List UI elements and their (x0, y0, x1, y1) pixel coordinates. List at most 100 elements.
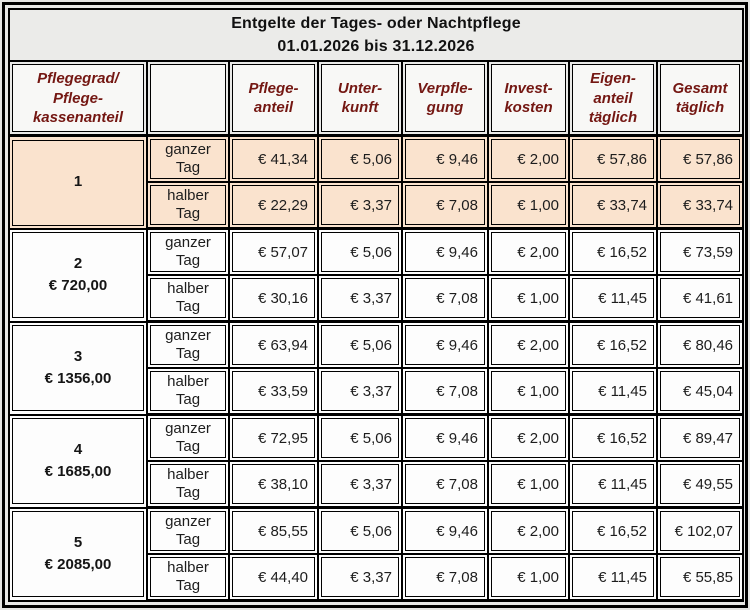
value-cell: € 89,47 (656, 413, 744, 463)
value-pflegeanteil: € 57,07 (232, 232, 315, 273)
value-cell: € 7,08 (401, 460, 489, 510)
value-cell: € 3,37 (317, 274, 403, 324)
value-cell: € 30,16 (228, 274, 319, 324)
value-pflegeanteil: € 33,59 (232, 371, 315, 412)
day-type-cell: ganzer Tag (146, 413, 230, 463)
value-cell: € 73,59 (656, 227, 744, 277)
value-cell: € 11,45 (568, 553, 658, 603)
day-type-cell: ganzer Tag (146, 134, 230, 184)
header-pflegeanteil-label: Pflege- anteil (232, 64, 315, 133)
day-type-label: ganzer Tag (150, 418, 226, 459)
value-cell: € 33,59 (228, 367, 319, 417)
value-cell: € 9,46 (401, 506, 489, 556)
value-cell: € 16,52 (568, 227, 658, 277)
value-investkosten: € 2,00 (491, 325, 566, 366)
value-unterkunft: € 5,06 (321, 418, 399, 459)
value-investkosten: € 1,00 (491, 371, 566, 412)
value-cell: € 7,08 (401, 274, 489, 324)
value-cell: € 57,86 (656, 134, 744, 184)
value-cell: € 2,00 (487, 227, 570, 277)
table-row: halber Tag € 33,59 € 3,37 € 7,08 € 1,00 … (9, 367, 744, 417)
value-gesamt: € 89,47 (660, 418, 740, 459)
value-verpflegung: € 9,46 (405, 139, 485, 180)
header-empty-cell (146, 60, 230, 138)
value-cell: € 33,74 (656, 181, 744, 231)
value-cell: € 1,00 (487, 181, 570, 231)
day-type-label: halber Tag (150, 278, 226, 319)
value-eigenanteil: € 57,86 (572, 139, 654, 180)
header-row: Pflegegrad/ Pflege- kassenanteil Pflege-… (8, 60, 744, 138)
header-verpflegung-label: Verpfle- gung (405, 64, 485, 133)
value-cell: € 1,00 (487, 460, 570, 510)
value-investkosten: € 2,00 (491, 139, 566, 180)
header-pflegegrad-label: Pflegegrad/ Pflege- kassenanteil (12, 64, 144, 133)
value-cell: € 63,94 (228, 320, 319, 370)
pflegegrad-2-cell: 2 € 720,00 (8, 227, 148, 323)
value-cell: € 5,06 (317, 134, 403, 184)
value-verpflegung: € 7,08 (405, 371, 485, 412)
value-cell: € 49,55 (656, 460, 744, 510)
pflegegrad-label: 2 € 720,00 (12, 232, 144, 319)
header-eigenanteil-cell: Eigen- anteil täglich (568, 60, 658, 138)
value-cell: € 44,40 (228, 553, 319, 603)
value-verpflegung: € 9,46 (405, 232, 485, 273)
value-cell: € 11,45 (568, 460, 658, 510)
value-gesamt: € 57,86 (660, 139, 740, 180)
value-cell: € 102,07 (656, 506, 744, 556)
value-pflegeanteil: € 44,40 (232, 557, 315, 598)
value-cell: € 2,00 (487, 506, 570, 556)
value-eigenanteil: € 11,45 (572, 371, 654, 412)
day-type-cell: halber Tag (146, 367, 230, 417)
value-pflegeanteil: € 38,10 (232, 464, 315, 505)
value-verpflegung: € 7,08 (405, 278, 485, 319)
value-pflegeanteil: € 85,55 (232, 511, 315, 552)
day-type-label: ganzer Tag (150, 139, 226, 180)
value-eigenanteil: € 11,45 (572, 278, 654, 319)
value-gesamt: € 73,59 (660, 232, 740, 273)
value-unterkunft: € 5,06 (321, 232, 399, 273)
pflegegrad-label: 5 € 2085,00 (12, 511, 144, 598)
value-cell: € 11,45 (568, 274, 658, 324)
table-row: 3 € 1356,00 ganzer Tag € 63,94 € 5,06 € … (8, 320, 744, 416)
value-cell: € 33,74 (568, 181, 658, 231)
value-cell: € 1,00 (487, 367, 570, 417)
value-eigenanteil: € 16,52 (572, 325, 654, 366)
value-verpflegung: € 7,08 (405, 557, 485, 598)
value-pflegeanteil: € 72,95 (232, 418, 315, 459)
value-investkosten: € 2,00 (491, 232, 566, 273)
value-cell: € 41,61 (656, 274, 744, 324)
header-eigenanteil-label: Eigen- anteil täglich (572, 64, 654, 133)
value-cell: € 5,06 (317, 506, 403, 556)
table-row: 5 € 2085,00 ganzer Tag € 85,55 € 5,06 € … (8, 506, 744, 602)
value-pflegeanteil: € 41,34 (232, 139, 315, 180)
value-unterkunft: € 3,37 (321, 185, 399, 226)
value-verpflegung: € 9,46 (405, 418, 485, 459)
table-row: halber Tag € 30,16 € 3,37 € 7,08 € 1,00 … (9, 274, 744, 324)
day-type-label: ganzer Tag (150, 511, 226, 552)
value-unterkunft: € 3,37 (321, 557, 399, 598)
day-type-cell: halber Tag (146, 274, 230, 324)
value-unterkunft: € 3,37 (321, 371, 399, 412)
pflegegrad-label: 3 € 1356,00 (12, 325, 144, 412)
value-cell: € 57,86 (568, 134, 658, 184)
value-cell: € 2,00 (487, 320, 570, 370)
value-unterkunft: € 3,37 (321, 278, 399, 319)
value-verpflegung: € 7,08 (405, 464, 485, 505)
value-cell: € 5,06 (317, 227, 403, 277)
value-investkosten: € 1,00 (491, 278, 566, 319)
value-cell: € 22,29 (228, 181, 319, 231)
pflegegrad-5-cell: 5 € 2085,00 (8, 506, 148, 602)
day-type-label: halber Tag (150, 557, 226, 598)
header-gesamt-label: Gesamt täglich (660, 64, 740, 133)
day-type-label: ganzer Tag (150, 232, 226, 273)
value-cell: € 1,00 (487, 553, 570, 603)
day-type-cell: ganzer Tag (146, 320, 230, 370)
header-pflegeanteil-cell: Pflege- anteil (228, 60, 319, 138)
value-cell: € 9,46 (401, 320, 489, 370)
header-investkosten-label: Invest- kosten (491, 64, 566, 133)
header-pflegegrad-cell: Pflegegrad/ Pflege- kassenanteil (8, 60, 148, 138)
value-cell: € 16,52 (568, 506, 658, 556)
header-verpflegung-cell: Verpfle- gung (401, 60, 489, 138)
pflege-fee-table: Entgelte der Tages- oder Nachtpflege 01.… (8, 7, 744, 603)
